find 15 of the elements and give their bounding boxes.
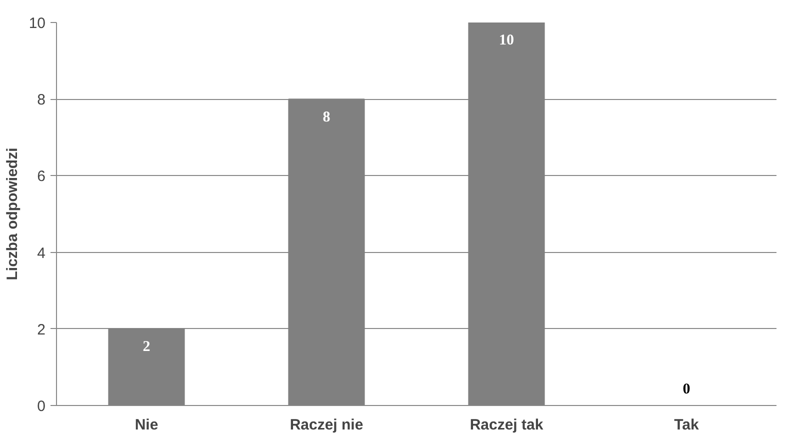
y-tick-label: 4 [37, 244, 46, 262]
data-label: 8 [322, 109, 330, 126]
data-label: 2 [142, 339, 150, 356]
y-axis-title: Liczba odpowiedzi [4, 148, 21, 280]
y-tick-label: 8 [37, 92, 46, 109]
data-label: 0 [682, 381, 690, 398]
y-tick-label: 0 [37, 398, 46, 415]
x-tick-label: Nie [134, 416, 158, 434]
y-tick-label: 6 [37, 168, 46, 186]
x-tick-label: Raczej nie [290, 416, 364, 434]
x-tick-label: Raczej tak [470, 416, 544, 434]
y-tick-label: 10 [28, 15, 46, 32]
data-label: 10 [499, 32, 514, 49]
x-tick-label: Tak [674, 416, 700, 434]
y-tick-label: 2 [37, 321, 46, 338]
